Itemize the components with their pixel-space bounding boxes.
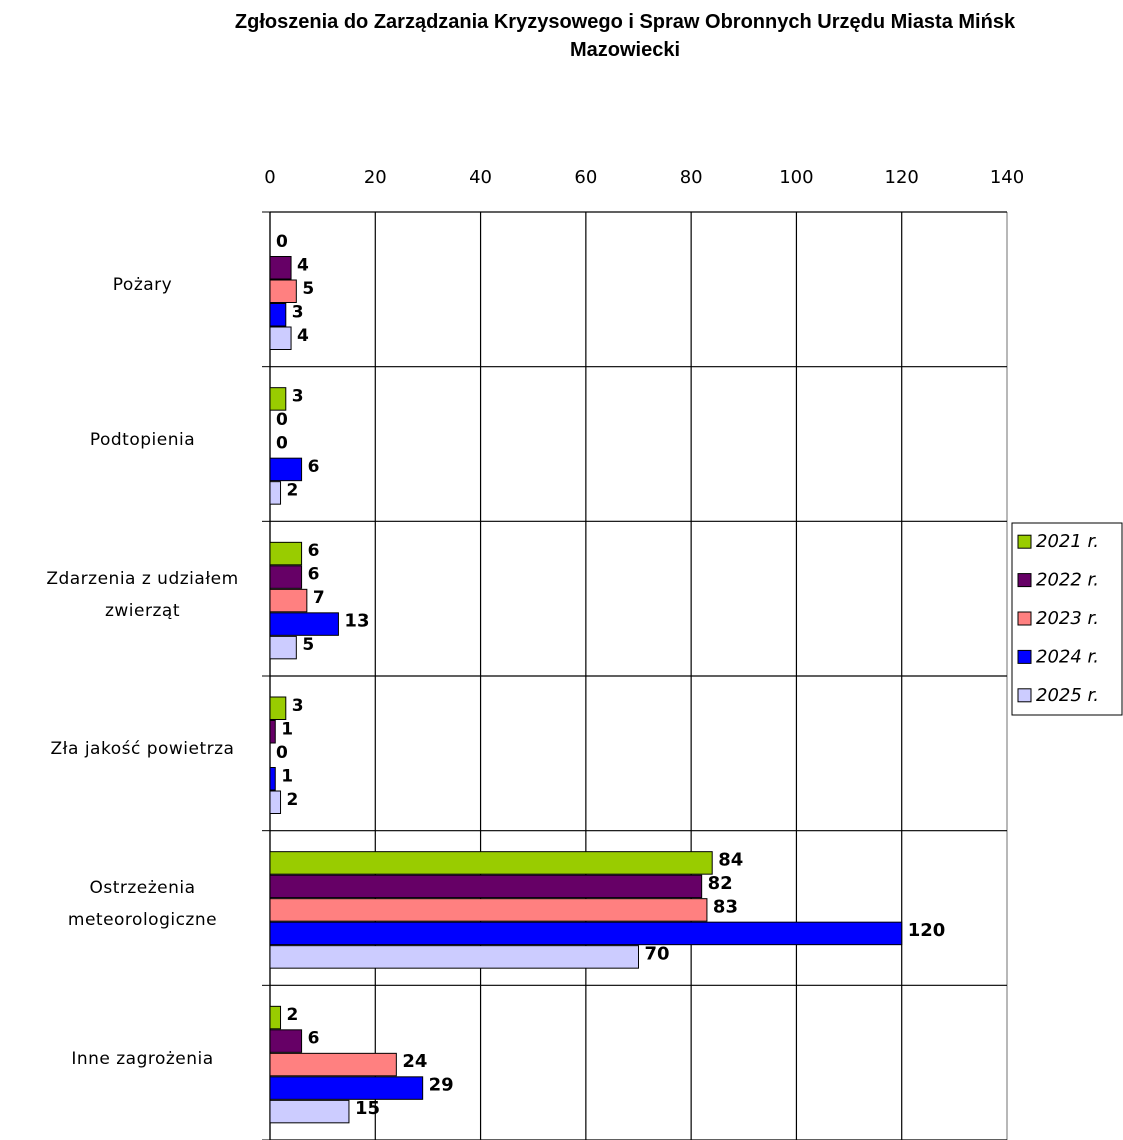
legend-swatch bbox=[1017, 649, 1032, 664]
legend-label: 2021 r. bbox=[1036, 531, 1099, 552]
x-tick-label: 20 bbox=[364, 167, 387, 188]
chart-title: Zgłoszenia do Zarządzania Kryzysowego i … bbox=[234, 11, 1016, 61]
category-label: Zła jakość powietrza bbox=[50, 739, 235, 760]
legend-swatch bbox=[1017, 534, 1032, 549]
value-label: 5 bbox=[302, 279, 314, 299]
value-label: 70 bbox=[645, 943, 670, 964]
value-label: 24 bbox=[402, 1051, 427, 1072]
value-label: 6 bbox=[308, 565, 320, 585]
legend-swatch bbox=[1017, 611, 1032, 626]
bar bbox=[269, 635, 297, 660]
value-label: 3 bbox=[292, 302, 304, 322]
bar bbox=[269, 945, 639, 969]
value-label: 84 bbox=[718, 849, 743, 870]
value-label: 6 bbox=[308, 541, 320, 561]
bar bbox=[269, 1029, 303, 1053]
value-label: 2 bbox=[287, 480, 299, 500]
bar bbox=[269, 851, 713, 875]
value-label: 2 bbox=[287, 790, 299, 810]
value-label: 3 bbox=[292, 386, 304, 406]
category-label: Pożary bbox=[112, 275, 173, 296]
value-label: 0 bbox=[276, 743, 288, 763]
category-label: Ostrzeżenia meteorologiczne bbox=[67, 878, 218, 930]
value-label: 1 bbox=[281, 719, 293, 739]
value-label: 6 bbox=[308, 457, 320, 477]
bar bbox=[269, 326, 292, 350]
bar bbox=[269, 921, 903, 946]
value-label: 5 bbox=[302, 635, 314, 655]
legend-swatch bbox=[1017, 688, 1032, 703]
category-label: Podtopienia bbox=[89, 430, 196, 450]
x-tick-label: 60 bbox=[574, 167, 597, 188]
bar bbox=[269, 481, 282, 505]
bar bbox=[269, 696, 287, 720]
value-label: 0 bbox=[276, 433, 288, 453]
legend-label: 2025 r. bbox=[1036, 685, 1099, 706]
legend-swatch bbox=[1017, 573, 1032, 588]
value-label: 1 bbox=[281, 766, 293, 786]
bar bbox=[269, 1052, 397, 1077]
legend-label: 2023 r. bbox=[1036, 608, 1099, 629]
bar bbox=[269, 387, 287, 411]
bar bbox=[269, 457, 303, 482]
x-tick-label: 80 bbox=[680, 167, 703, 188]
bar bbox=[269, 565, 303, 589]
x-tick-label: 40 bbox=[469, 167, 492, 188]
value-label: 120 bbox=[908, 920, 946, 941]
value-label: 82 bbox=[708, 873, 733, 894]
legend-label: 2024 r. bbox=[1036, 646, 1099, 667]
value-label: 4 bbox=[297, 255, 309, 275]
bar bbox=[269, 612, 339, 636]
bar bbox=[269, 256, 292, 280]
bar bbox=[269, 720, 276, 744]
x-tick-label: 140 bbox=[990, 167, 1024, 188]
bar bbox=[269, 767, 276, 791]
value-label: 13 bbox=[344, 611, 369, 632]
value-label: 3 bbox=[292, 696, 304, 716]
bar bbox=[269, 898, 708, 922]
category-label: Inne zagrożenia bbox=[71, 1048, 214, 1069]
category-label: Zdarzenia z udziałem zwierząt bbox=[46, 568, 239, 621]
bar bbox=[269, 1099, 350, 1124]
value-label: 4 bbox=[297, 326, 309, 346]
bar bbox=[269, 303, 287, 327]
bar bbox=[269, 1076, 424, 1100]
x-tick-label: 0 bbox=[264, 167, 275, 188]
legend-label: 2022 r. bbox=[1036, 570, 1099, 591]
value-label: 2 bbox=[287, 1005, 299, 1025]
bar bbox=[269, 541, 303, 566]
value-label: 29 bbox=[429, 1075, 454, 1096]
value-label: 0 bbox=[276, 232, 288, 252]
value-label: 0 bbox=[276, 410, 288, 430]
bar bbox=[269, 874, 703, 899]
bar bbox=[269, 1005, 282, 1030]
value-label: 6 bbox=[308, 1029, 320, 1049]
legend-box bbox=[1011, 522, 1123, 716]
value-label: 83 bbox=[713, 896, 738, 917]
bar bbox=[269, 279, 297, 303]
bar bbox=[269, 790, 282, 814]
value-label: 7 bbox=[313, 588, 325, 608]
x-tick-label: 120 bbox=[885, 167, 919, 188]
bar bbox=[269, 588, 308, 613]
x-tick-label: 100 bbox=[779, 167, 813, 188]
value-label: 15 bbox=[355, 1098, 380, 1119]
